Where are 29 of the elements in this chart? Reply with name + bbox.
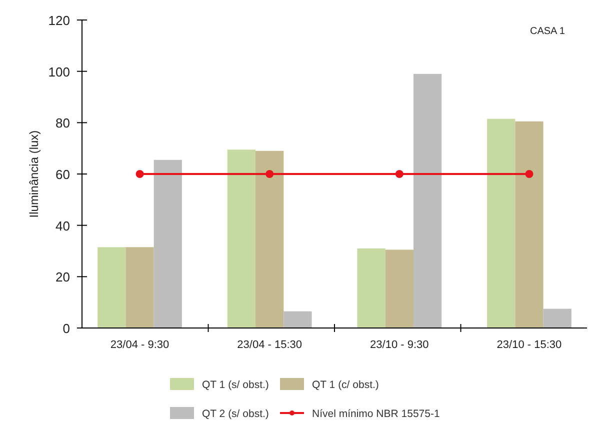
y-axis-title: Iluminância (lux) [27, 130, 41, 218]
bar [515, 121, 544, 328]
legend-label: QT 1 (s/ obst.) [202, 379, 269, 391]
legend-label: QT 1 (c/ obst.) [312, 379, 379, 391]
legend-label: Nível mínimo NBR 15575-1 [312, 408, 440, 420]
y-tick-label: 20 [56, 270, 70, 285]
bar [256, 150, 284, 328]
y-tick-label: 120 [48, 13, 70, 28]
legend-label: QT 2 (s/ obst.) [202, 408, 269, 420]
y-tick-label: 80 [56, 116, 70, 131]
x-tick-label: 23/10 - 9:30 [370, 339, 429, 351]
bar [284, 311, 312, 328]
bar [357, 248, 386, 328]
annotation: CASA 1 [530, 26, 566, 37]
bar [98, 247, 126, 328]
bar [487, 118, 516, 328]
x-tick-label: 23/10 - 15:30 [496, 339, 562, 351]
bar [385, 250, 414, 328]
bar [543, 308, 572, 328]
y-tick-label: 0 [62, 321, 70, 336]
y-tick-label: 40 [56, 218, 70, 234]
bar [227, 150, 256, 328]
bar [126, 247, 154, 328]
x-tick-label: 23/04 - 9:30 [110, 339, 170, 351]
y-tick-label: 60 [56, 167, 70, 182]
bar [154, 160, 182, 328]
bar [413, 74, 442, 328]
y-tick-label: 100 [48, 64, 70, 80]
x-tick-label: 23/04 - 15:30 [237, 339, 302, 351]
